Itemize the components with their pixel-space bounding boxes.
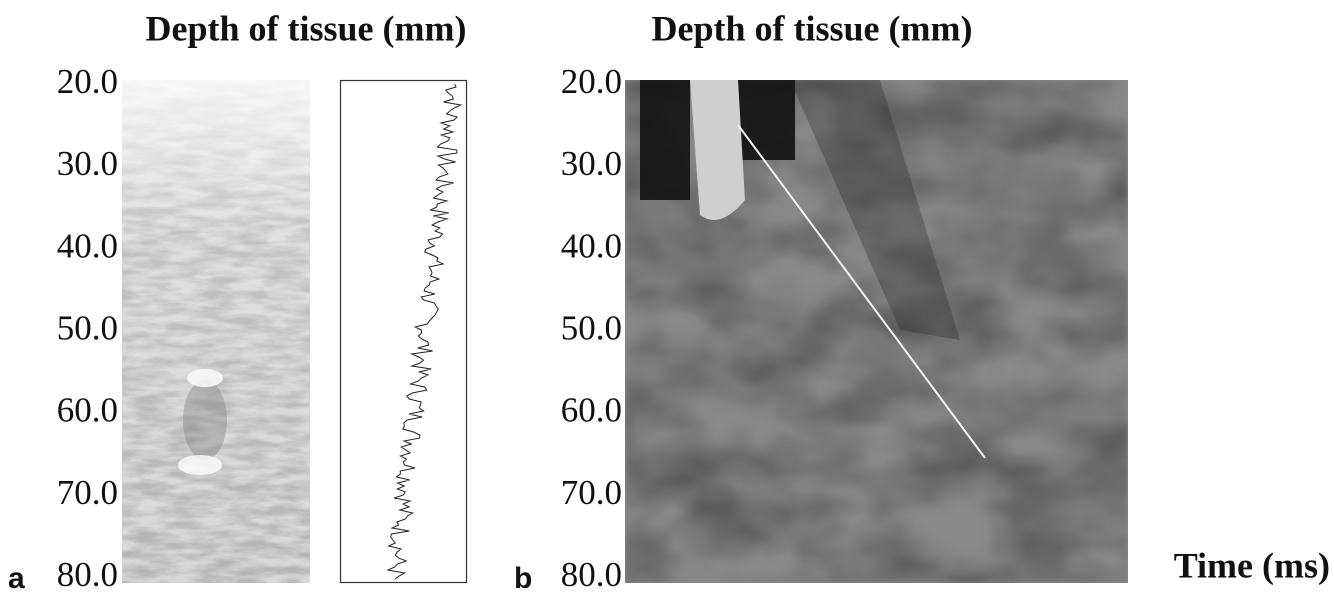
y-tick-label: 50.0: [57, 309, 118, 348]
y-tick-label: 40.0: [561, 226, 622, 265]
panel-label: b: [514, 562, 532, 595]
x-axis-label: Time (ms): [1174, 545, 1330, 585]
panel-title: Depth of tissue (mm): [146, 8, 467, 48]
y-tick-label: 30.0: [561, 144, 622, 183]
y-tick-label: 40.0: [57, 226, 118, 265]
panel-label: a: [8, 562, 25, 595]
y-tick-label: 20.0: [57, 62, 118, 101]
y-tick-label: 80.0: [57, 555, 118, 594]
y-tick-label: 30.0: [57, 144, 118, 183]
y-tick-label: 70.0: [57, 473, 118, 512]
y-tick-label: 80.0: [561, 555, 622, 594]
y-tick-label: 70.0: [561, 473, 622, 512]
y-tick-label: 60.0: [57, 391, 118, 430]
y-tick-label: 60.0: [561, 391, 622, 430]
y-tick-label: 50.0: [561, 309, 622, 348]
y-tick-label: 20.0: [561, 62, 622, 101]
ultrasound-image-a: [122, 80, 310, 583]
trace-frame: [339, 79, 468, 584]
panel-title: Depth of tissue (mm): [652, 8, 973, 48]
trace: [386, 83, 463, 580]
ultrasound-image-b: [625, 80, 1128, 583]
